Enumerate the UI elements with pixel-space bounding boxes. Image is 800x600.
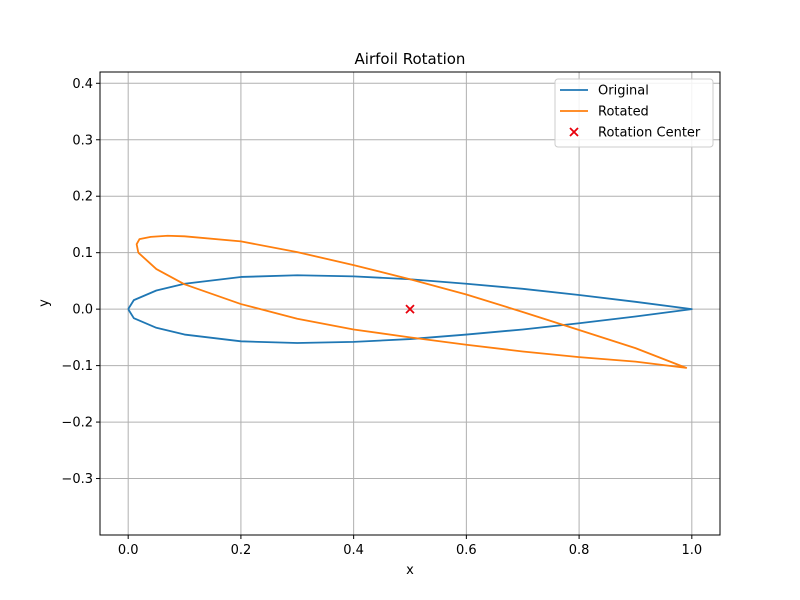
- legend-label-original: Original: [598, 84, 649, 99]
- legend-box: [554, 78, 714, 148]
- x-tick-label: 1.0: [681, 543, 702, 558]
- x-tick-label: 0.8: [569, 543, 590, 558]
- y-tick-label: 0.0: [72, 303, 93, 318]
- chart-title: Airfoil Rotation: [355, 50, 466, 68]
- original-line: [127, 274, 693, 344]
- y-tick-label: −0.3: [61, 472, 93, 487]
- y-tick-label: 0.4: [72, 77, 93, 92]
- y-tick-label: −0.1: [61, 359, 93, 374]
- x-tick-label: 0.4: [343, 543, 364, 558]
- y-tick-label: 0.2: [72, 190, 93, 205]
- legend-label-rotated: Rotated: [598, 105, 649, 120]
- plot-series: [127, 234, 693, 369]
- legend-label-rotation-center: Rotation Center: [598, 126, 701, 141]
- y-axis-label: y: [37, 299, 52, 307]
- y-tick-label: 0.1: [72, 246, 93, 261]
- ticks: 0.0 0.2 0.4 0.6 0.8 1.0 −0.3 −0.2 −0.1 0.0 0.1 0.2 0…: [61, 77, 702, 558]
- x-tick-label: 0.0: [118, 543, 139, 558]
- rotation-center-marker: [405, 304, 415, 314]
- plot-frame: [99, 71, 721, 536]
- legend: Original Rotated Rotation Center: [554, 78, 714, 148]
- y-tick-label: −0.2: [61, 416, 93, 431]
- x-tick-label: 0.6: [456, 543, 477, 558]
- legend-swatch-rotation-center: [569, 127, 579, 137]
- y-tick-label: 0.3: [72, 133, 93, 148]
- x-tick-label: 0.2: [231, 543, 252, 558]
- x-axis-label: x: [406, 563, 414, 578]
- rotated-line: [135, 234, 688, 369]
